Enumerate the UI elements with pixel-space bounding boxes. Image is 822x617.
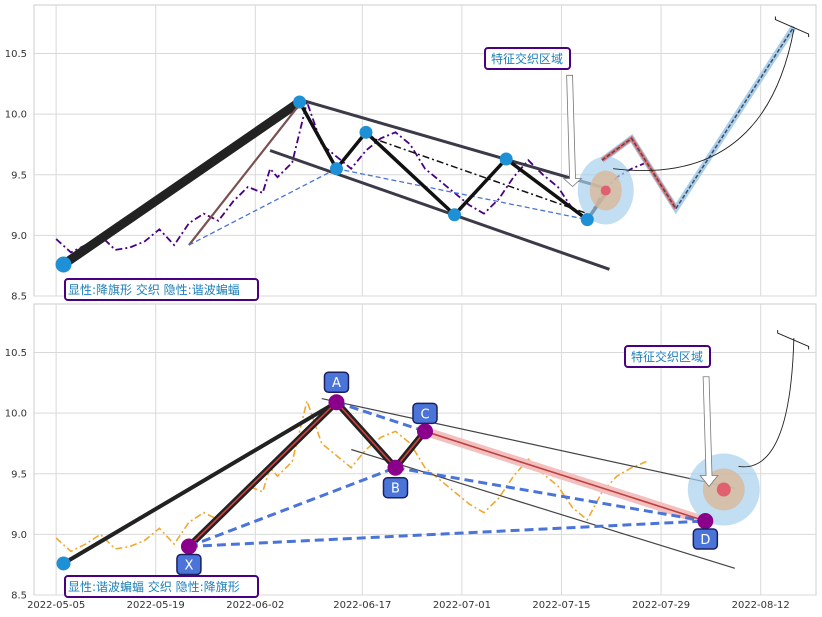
x-tick-label: 2022-07-15 (532, 600, 590, 611)
y-tick-label: 8.5 (11, 591, 27, 602)
pivot-point (448, 208, 462, 222)
pole-leg (62, 400, 338, 566)
retracement-BD (395, 466, 706, 523)
channel-lower (351, 448, 736, 569)
pivot-point (359, 125, 373, 139)
callout-bottom-pattern-text: 显性:谐波蝙蝠 交织 隐性:降旗形 (68, 579, 240, 594)
y-tick-label: 9.5 (11, 170, 27, 181)
xabcd-label-D: D (700, 533, 710, 548)
xabcd-node-D (697, 513, 714, 530)
x-tick-label: 2022-08-12 (732, 600, 790, 611)
end-bracket (774, 16, 810, 38)
xabcd-label-box-B (382, 476, 409, 499)
hidden-leg (188, 103, 301, 246)
flagpole (60, 98, 303, 269)
retracement-XD (188, 519, 706, 548)
xabcd-node-C (417, 423, 433, 440)
pivot-point (329, 162, 343, 176)
channel-upper (299, 98, 610, 191)
feature-zone-core (716, 482, 731, 497)
callout-arrow (562, 74, 583, 188)
end-bracket (777, 330, 810, 350)
xabcd-label-X: X (184, 559, 193, 574)
x-tick-label: 2022-06-17 (333, 600, 391, 611)
hidden-dashdot (365, 135, 588, 215)
channel-upper (321, 397, 735, 489)
price-line (55, 98, 647, 254)
callout-top-pattern: 显性:降旗形 交织 隐性:谐波蝙蝠 (64, 278, 259, 301)
xabcd-node-B (387, 459, 404, 476)
feature-zone-core (600, 185, 611, 196)
xabcd-label-box-C (412, 402, 438, 425)
y-tick-label: 9.5 (11, 469, 27, 480)
start-point (56, 556, 71, 571)
pivot-point (293, 95, 307, 109)
arc-annotation (613, 29, 795, 171)
xabcd-leg-inner-CD (424, 430, 706, 522)
xabcd-label-box-A (323, 371, 350, 393)
y-tick-label: 10.0 (5, 110, 27, 121)
xabcd-label-B: B (391, 482, 400, 497)
xabcd-leg-inner-AB (335, 401, 397, 469)
callout-top-pattern-text: 显性:降旗形 交织 隐性:谐波蝙蝠 (68, 282, 240, 297)
y-tick-label: 9.0 (11, 231, 27, 242)
x-tick-label: 2022-07-01 (433, 600, 491, 611)
callout-bottom-pattern: 显性:谐波蝙蝠 交织 隐性:降旗形 (64, 575, 259, 598)
channel-lower (269, 149, 610, 271)
xabcd-label-A: A (332, 376, 341, 391)
callout-bottom-feature: 特征交织区域 (624, 345, 711, 368)
xabcd-label-box-X (176, 553, 202, 576)
retracement-XB (188, 466, 397, 548)
pivot-point (55, 256, 72, 273)
callout-top-feature: 特征交织区域 (484, 47, 571, 70)
y-tick-label: 8.5 (11, 292, 27, 303)
xabcd-label-box-D (692, 528, 719, 550)
retracement-AC (336, 400, 426, 433)
x-tick-label: 2022-05-05 (27, 600, 85, 611)
callout-arrow (699, 376, 719, 488)
y-tick-label: 10.5 (5, 348, 27, 359)
hidden-dashed (188, 168, 337, 246)
xabcd-leg-inner-XA (188, 401, 338, 548)
x-tick-label: 2022-06-02 (226, 600, 284, 611)
xabcd-label-C: C (420, 407, 429, 422)
pivot-point (499, 152, 513, 166)
xabcd-node-A (328, 394, 345, 411)
callout-bottom-feature-text: 特征交织区域 (631, 349, 703, 364)
x-tick-label: 2022-05-19 (127, 600, 185, 611)
x-tick-label: 2022-07-29 (632, 600, 690, 611)
y-tick-label: 9.0 (11, 530, 27, 541)
y-tick-label: 10.5 (5, 49, 27, 60)
arc-annotation (738, 337, 795, 468)
price-line (55, 398, 647, 553)
hidden-dashed (336, 168, 588, 221)
top-panel: 8.5 9.0 9.5 10.0 10.5 (5, 4, 817, 303)
y-tick-label: 10.0 (5, 409, 27, 420)
xabcd-node-X (180, 538, 197, 555)
projection-line (601, 26, 795, 211)
pivot-point (580, 213, 594, 227)
callout-top-feature-text: 特征交织区域 (491, 51, 563, 66)
